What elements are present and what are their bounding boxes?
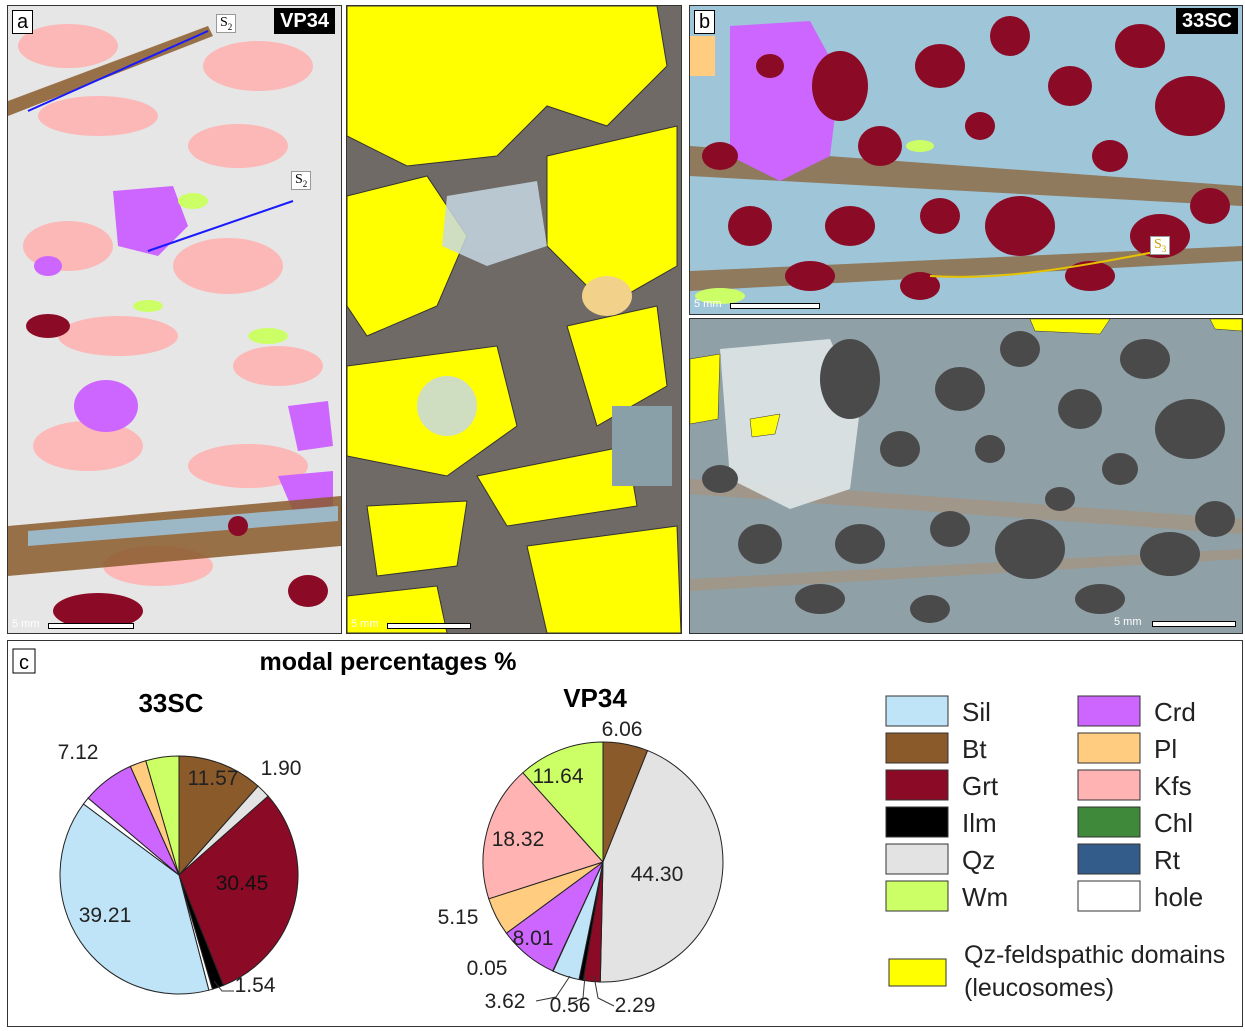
data-label: 2.29 [615,994,656,1017]
data-label: 7.12 [58,741,99,764]
panel-c-label: c [19,652,29,674]
scale-text: 5 mm [351,618,379,630]
schistosity-label-1: S2 [216,14,237,33]
pie-33SC [59,755,299,995]
pie-slice-bt [178,755,259,877]
panel-a-phase-map: a VP34 S2 S2 5 mm [7,5,342,634]
schistosity-subscript: 3 [1161,243,1167,254]
schistosity-subscript: 2 [227,21,233,32]
panel-a-label: a [12,10,34,34]
pie-VP34 [482,741,724,983]
legend-leucosome-line1: Qz-feldspathic domains [964,941,1225,969]
schistosity-label-2: S2 [291,171,312,190]
legend-swatch-hole [1077,880,1141,912]
scale-text: 5 mm [694,298,722,310]
scale-bar-line [48,623,134,629]
scale-text: 5 mm [12,618,40,630]
pie-slice-grt [178,795,299,987]
scale-bar-line [730,303,820,309]
legend-label-rt: Rt [1154,845,1181,875]
data-label: 3.62 [485,990,526,1013]
schistosity-letter: S [220,15,228,30]
legend-swatch-pl [1077,732,1141,764]
legend-label-chl: Chl [1154,808,1193,838]
pie-slice-kfs [482,771,604,900]
scale-bar-line [1152,621,1236,627]
pie-slice-wm [522,741,604,864]
data-label: 8.01 [513,927,554,950]
legend-label-kfs: Kfs [1154,771,1192,801]
panel-b-leucosome-map: 5 mm [689,318,1243,634]
scale-bar-line [387,623,471,629]
legend-label-qz: Qz [962,845,995,875]
panel-b-phase-map: b 33SC S3 5 mm [689,5,1243,315]
legend-swatch-grt [885,769,949,801]
label-leader-line [213,980,234,992]
panel-c-label-box [12,648,36,674]
legend-swatch-chl [1077,806,1141,838]
scale-bar: 5 mm [12,618,137,632]
pie-33SC-title: 33SC [138,688,203,718]
legend-swatch-ilm [885,806,949,838]
panel-b-sample-title: 33SC [1175,8,1238,34]
label-leader-line [593,975,615,1007]
legend-label-hole: hole [1154,882,1203,912]
pie-data-labels: 11.57 1.90 30.45 1.54 39.21 7.12 6.06 44.30 2.29… [58,718,684,1017]
data-label: 1.54 [235,974,276,997]
label-leader-line [567,975,586,1006]
data-label: 44.30 [631,863,684,886]
pie-slice-wm [145,755,180,876]
data-label: 6.06 [602,718,643,741]
chart-main-title: modal percentages % [259,648,516,676]
data-label: 11.64 [533,765,584,788]
phase-map-image [690,6,1242,314]
data-label: 1.90 [261,757,302,780]
data-label: 30.45 [216,872,269,895]
data-label: 5.15 [438,906,479,929]
data-label: 18.32 [492,828,545,851]
legend-label-bt: Bt [962,734,987,764]
panel-c-modal-percentages: c modal percentages % 33SC VP34 11.57 1.9… [7,640,1243,1027]
legend-swatch-wm [885,880,949,912]
leucosome-map-image [690,319,1242,633]
phase-map-image [8,6,341,633]
legend-leucosome-line2: (leucosomes) [964,974,1114,1002]
modal-percentage-charts: c modal percentages % 33SC VP34 11.57 1.9… [12,648,1225,1017]
legend-label-wm: Wm [962,882,1008,912]
legend-swatch-kfs [1077,769,1141,801]
schistosity-letter: S [295,172,303,187]
legend: Sil Bt Grt Ilm Qz Wm Crd Pl Kfs Chl Rt hole [885,695,1203,912]
legend-swatch-sil [885,695,949,727]
legend-label-crd: Crd [1154,697,1196,727]
pie-slice-qz [599,749,724,983]
scale-bar: 5 mm [694,298,824,312]
legend-label-sil: Sil [962,697,991,727]
scale-text: 5 mm [1114,616,1142,628]
legend-swatch-rt [1077,843,1141,875]
legend-label-ilm: Ilm [962,808,997,838]
legend-label-grt: Grt [962,771,999,801]
schistosity-letter: S [1154,237,1162,252]
legend-swatch-qz [885,843,949,875]
data-label: 0.56 [550,994,591,1017]
scale-bar: 5 mm [351,618,476,632]
schistosity-label-3: S3 [1150,236,1171,255]
scale-bar: 5 mm [1114,616,1239,630]
leucosome-map-image [347,6,681,633]
label-leader-line [535,975,571,1002]
panel-a-leucosome-map: 5 mm [346,5,682,634]
pie-VP34-title: VP34 [563,683,627,713]
schistosity-subscript: 2 [302,178,308,189]
data-label: 39.21 [79,904,132,927]
pie-slice-sil [59,803,210,995]
panel-b-label: b [694,10,716,34]
data-label: 0.05 [467,957,508,980]
legend-leucosome-swatch [888,958,947,987]
legend-label-pl: Pl [1154,734,1177,764]
legend-swatch-crd [1077,695,1141,727]
data-label: 11.57 [188,767,239,790]
panel-a-sample-title: VP34 [274,8,335,34]
legend-swatch-bt [885,732,949,764]
